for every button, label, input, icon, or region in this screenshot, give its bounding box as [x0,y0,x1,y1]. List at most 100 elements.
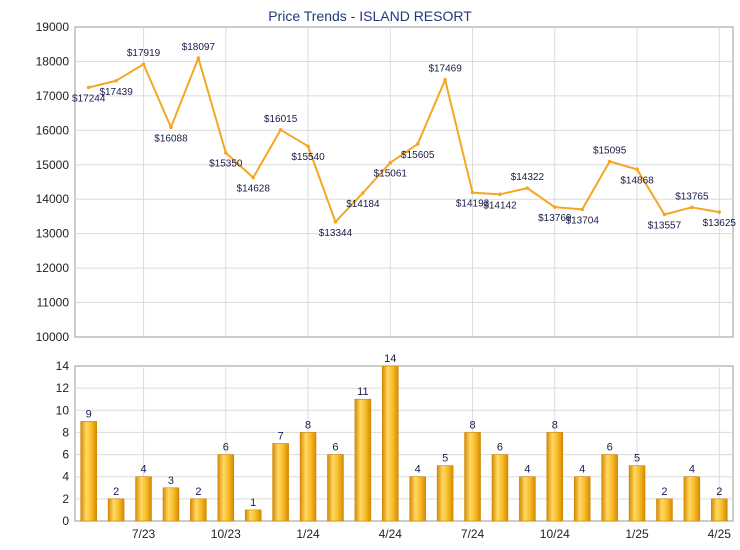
price-data-label: $17469 [428,64,462,75]
price-point [635,167,639,172]
price-line-panel: 10000 11000 12000 13000 14000 15000 16000 17000… [36,20,737,344]
bar-value-label: 3 [168,475,174,487]
bar-value-label: 6 [607,442,613,454]
y-tick-label: 10 [56,403,70,417]
price-point [690,205,694,210]
price-point [114,78,118,83]
price-data-label: $17919 [127,48,161,59]
bar-value-label: 8 [552,419,558,431]
y-tick-label: 19000 [36,20,70,34]
price-data-label: $15095 [593,146,627,157]
price-data-label: $14193 [456,199,490,210]
price-point [196,56,201,60]
price-point [498,192,502,197]
plot-area [74,26,734,338]
price-point [388,160,393,165]
bar-value-label: 6 [332,442,338,454]
price-data-label: $14322 [511,172,545,183]
bar-value-label: 4 [689,464,695,476]
price-data-label: $14184 [346,199,380,210]
bar-value-label: 9 [86,408,92,420]
price-point [552,205,557,209]
price-data-label: $13557 [648,220,682,231]
bar-value-label: 4 [415,464,421,476]
price-data-label: $13704 [566,215,600,226]
bar-value-label: 6 [223,442,229,454]
transaction-bar [573,476,591,522]
price-point [333,220,338,224]
price-data-label: $17244 [72,93,106,104]
price-point [470,190,475,195]
price-data-label: $13769 [538,213,572,224]
transaction-bar [217,454,235,522]
price-data-label: $13344 [319,228,353,239]
price-point [306,144,310,148]
bar-value-label: 1 [250,497,256,509]
price-data-label: $14868 [620,175,654,186]
y-tick-label: 13000 [36,227,70,241]
price-point [662,212,667,217]
transaction-bar [464,432,481,522]
bar-value-label: 11 [357,386,368,398]
bar-value-label: 7 [278,431,284,443]
price-data-label: $15350 [209,159,243,170]
y-tick-label: 2 [62,492,69,506]
price-point [607,159,612,164]
bar-value-label: 4 [579,464,585,476]
transaction-bar [519,476,536,522]
y-tick-label: 18000 [36,54,70,68]
transaction-bar [299,432,317,522]
transaction-bar [711,498,728,522]
price-data-label: $16015 [264,114,298,125]
price-data-label: $15061 [374,169,408,180]
bar-value-label: 5 [634,453,640,465]
transaction-bar [244,509,262,522]
y-tick-label: 16000 [36,123,70,137]
y-tick-label: 12000 [36,261,70,275]
bar-value-label: 8 [469,419,475,431]
bar-value-label: 6 [497,442,503,454]
x-tick-label: 1/24 [296,527,320,541]
x-tick-label: 10/24 [540,527,570,541]
price-point [580,207,585,212]
y-tick-label: 11000 [37,296,70,310]
price-data-label: $14142 [483,200,517,211]
price-data-label: $13625 [703,218,737,229]
transaction-bar [656,498,673,522]
price-data-label: $15605 [401,150,435,161]
transaction-bar [491,454,509,522]
y-tick-label: 15000 [36,158,70,172]
x-tick-label: 4/25 [708,527,732,541]
chart-title: Price Trends - ISLAND RESORT [268,8,472,24]
x-tick-label: 4/24 [379,527,403,541]
bar-value-label: 2 [661,486,667,498]
y-tick-label: 17000 [36,89,70,103]
bar-value-label: 2 [195,486,201,498]
transaction-bar [190,498,207,522]
transaction-bar [107,498,125,522]
price-point [141,62,146,67]
price-point [361,191,365,195]
transaction-bar [382,365,399,522]
price-point [525,186,530,190]
price-point [251,175,256,180]
x-tick-label: 7/24 [461,527,485,541]
y-tick-label: 8 [62,425,69,439]
transaction-bar [409,476,426,522]
transaction-bar [272,443,289,522]
price-data-label: $16088 [154,133,188,144]
plot-area [74,365,734,522]
transaction-bar [327,454,344,522]
y-tick-label: 12 [56,381,70,395]
price-point [86,85,91,90]
price-data-label: $13765 [675,191,709,202]
transaction-bar [628,465,646,522]
price-point [443,77,447,82]
bar-value-label: 8 [305,419,311,431]
y-tick-label: 6 [62,448,69,462]
price-point [223,150,228,155]
transaction-bar [162,487,180,522]
